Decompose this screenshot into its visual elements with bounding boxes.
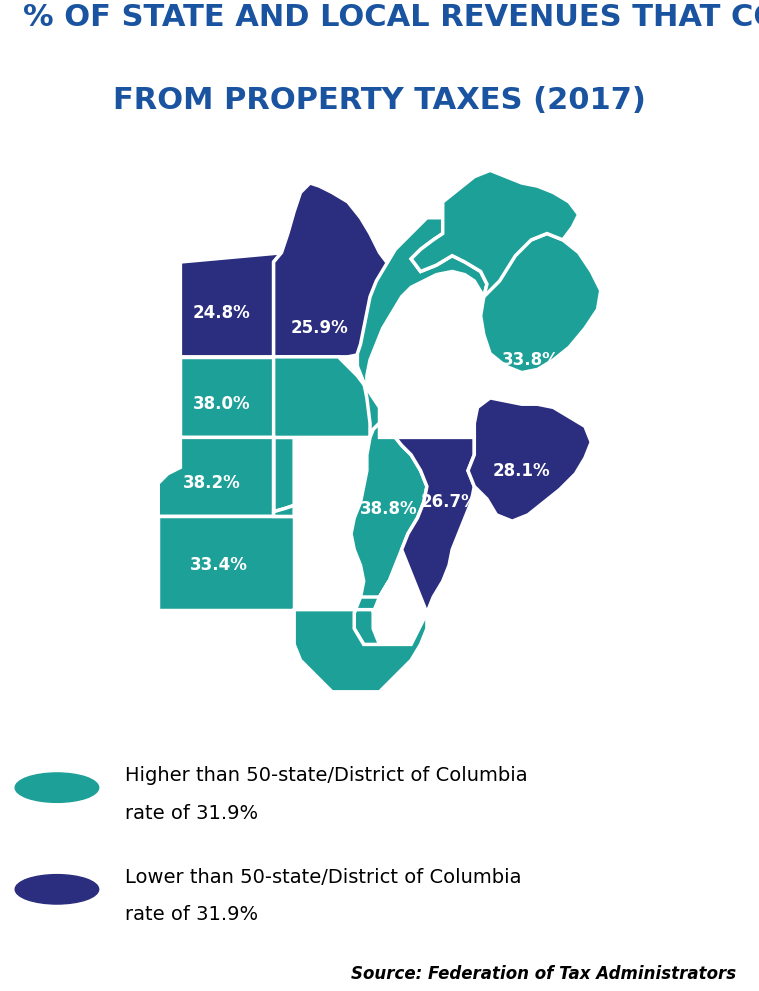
- Polygon shape: [274, 357, 380, 516]
- Text: 38.0%: 38.0%: [193, 395, 250, 413]
- Text: Lower than 50-state/District of Columbia: Lower than 50-state/District of Columbia: [125, 868, 521, 887]
- Text: 38.2%: 38.2%: [183, 475, 241, 493]
- Text: 33.4%: 33.4%: [190, 556, 247, 575]
- Polygon shape: [294, 581, 427, 692]
- Polygon shape: [274, 183, 395, 357]
- Text: Source: Federation of Tax Administrators: Source: Federation of Tax Administrators: [351, 965, 736, 983]
- Polygon shape: [159, 437, 294, 516]
- Text: 33.8%: 33.8%: [502, 351, 560, 369]
- Text: 38.8%: 38.8%: [361, 499, 417, 517]
- Text: 28.1%: 28.1%: [493, 462, 550, 480]
- Text: FROM PROPERTY TAXES (2017): FROM PROPERTY TAXES (2017): [113, 86, 646, 115]
- Polygon shape: [159, 516, 294, 609]
- Text: 24.8%: 24.8%: [193, 303, 250, 321]
- Polygon shape: [411, 170, 578, 296]
- Circle shape: [15, 773, 99, 803]
- Polygon shape: [351, 423, 427, 654]
- Polygon shape: [468, 398, 591, 521]
- Polygon shape: [357, 218, 487, 437]
- Polygon shape: [395, 437, 474, 612]
- Text: % OF STATE AND LOCAL REVENUES THAT COME: % OF STATE AND LOCAL REVENUES THAT COME: [23, 3, 759, 32]
- Text: rate of 31.9%: rate of 31.9%: [125, 906, 258, 925]
- Text: 32.7%: 32.7%: [294, 452, 351, 470]
- Polygon shape: [181, 253, 285, 357]
- Polygon shape: [480, 234, 600, 373]
- Text: Higher than 50-state/District of Columbia: Higher than 50-state/District of Columbi…: [125, 766, 528, 785]
- Text: 25.9%: 25.9%: [291, 319, 348, 337]
- Polygon shape: [181, 357, 274, 437]
- Circle shape: [15, 875, 99, 904]
- Text: 26.7%: 26.7%: [420, 494, 478, 511]
- Text: rate of 31.9%: rate of 31.9%: [125, 804, 258, 823]
- Text: 33.8%: 33.8%: [386, 358, 443, 376]
